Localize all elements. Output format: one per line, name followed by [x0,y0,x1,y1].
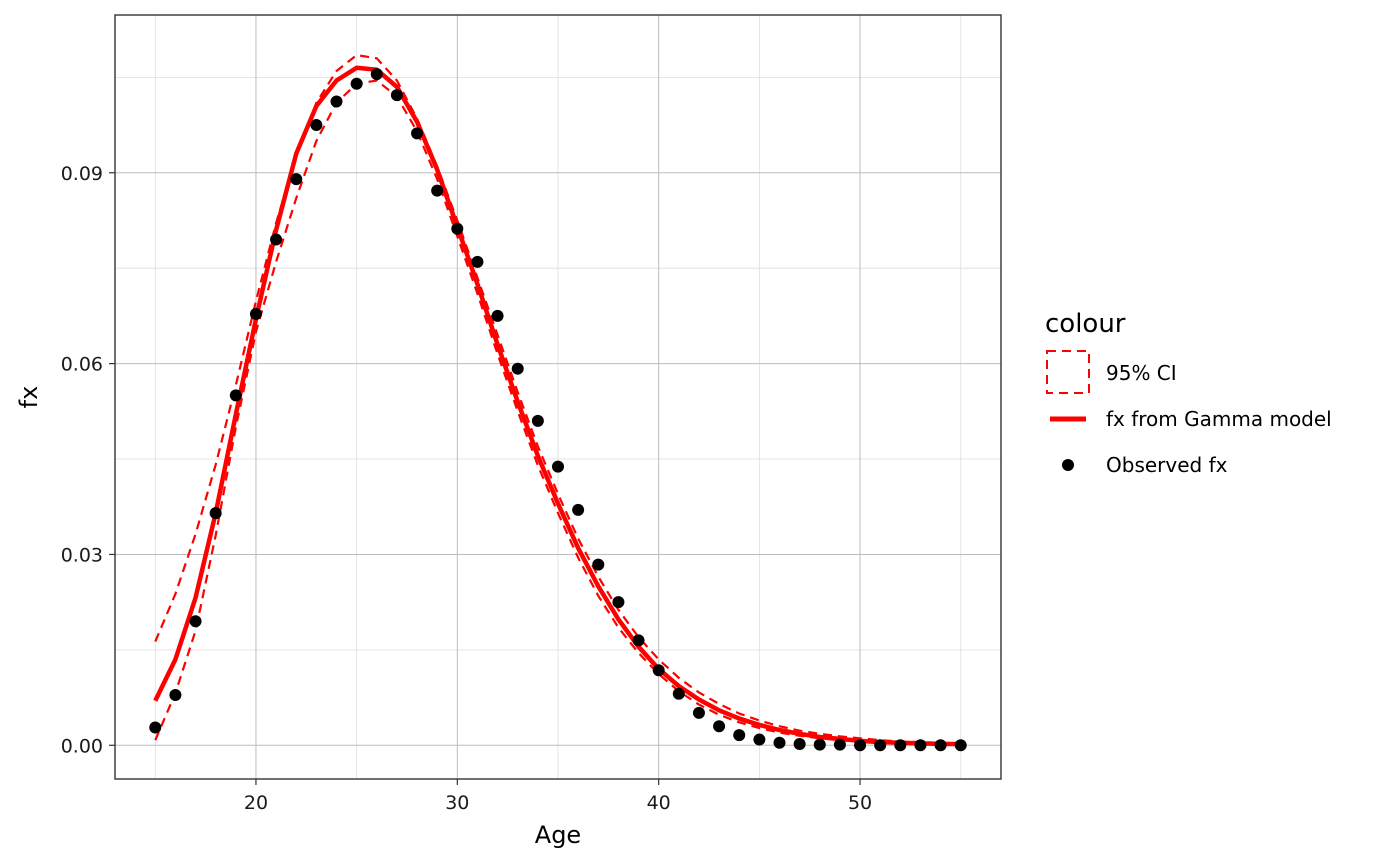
observed-point [209,507,222,520]
observed-point [934,739,947,752]
plot-area [149,53,967,752]
observed-point [572,503,585,516]
x-tick-label: 30 [445,792,469,814]
observed-point [249,307,262,320]
y-axis-title: fx [15,386,43,409]
legend-label-model: fx from Gamma model [1106,407,1332,431]
observed-point [612,596,625,609]
observed-point [854,739,867,752]
y-tick-label: 0.09 [61,163,103,185]
observed-point [713,720,726,733]
panel-border [114,14,1002,780]
observed-point [189,615,202,628]
y-tick-label: 0.06 [61,354,103,376]
observed-point [370,68,383,81]
observed-point [652,664,665,677]
observed-point [592,558,605,571]
gridlines [115,15,1001,779]
observed-point [733,729,746,742]
x-axis-title: Age [535,821,581,849]
x-tick-label: 50 [848,792,872,814]
model-line [153,65,961,747]
observed-point [330,95,343,108]
y-tick-label: 0.03 [61,544,103,566]
legend: colour 95% CI fx from Gamma model Observ… [1045,309,1332,477]
x-tick-label: 40 [647,792,671,814]
observed-point [753,733,766,746]
observed-point [531,414,544,427]
observed-point [471,255,484,268]
observed-point [431,184,444,197]
observed-point [491,309,504,322]
legend-key-observed [1062,459,1074,471]
legend-key-ci [1046,350,1090,394]
observed-point [914,739,927,752]
observed-point [773,736,786,749]
observed-point [692,706,705,719]
observed-point [390,89,403,102]
observed-point [310,119,323,132]
observed-point [894,739,907,752]
x-tick-label: 20 [244,792,268,814]
observed-point [833,738,846,751]
axes: 20 30 40 50 0.00 0.03 0.06 0.09 [61,163,872,814]
legend-title: colour [1045,309,1126,339]
y-tick-label: 0.00 [61,735,103,757]
observed-point [511,362,524,375]
observed-point [229,389,242,402]
observed-point [954,739,967,752]
observed-point [451,222,464,235]
observed-point [169,689,182,702]
observed-point [411,127,424,140]
observed-point [270,233,283,246]
observed-point [874,739,887,752]
observed-point [552,460,564,473]
observed-point [813,738,826,751]
observed-point [672,687,685,700]
observed-point [290,173,303,186]
observed-point [350,77,363,90]
observed-point [149,721,162,734]
legend-label-ci: 95% CI [1106,361,1177,385]
observed-point [632,634,645,647]
legend-label-observed: Observed fx [1106,453,1228,477]
observed-point [793,738,806,751]
